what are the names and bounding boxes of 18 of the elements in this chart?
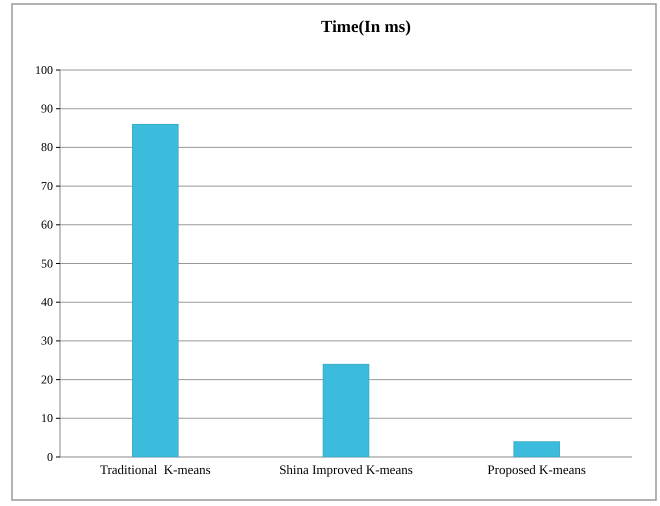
y-tick-label: 50 (41, 256, 53, 270)
bar (132, 124, 179, 458)
bar (322, 364, 370, 458)
y-tick-label: 60 (41, 218, 53, 232)
y-tick-label: 10 (41, 411, 53, 426)
y-tick-label: 40 (41, 295, 53, 310)
y-tick-label: 100 (35, 62, 53, 77)
y-tick-label: 0 (47, 450, 53, 464)
y-tick-label: 80 (41, 140, 53, 154)
y-tick-label: 20 (41, 372, 53, 386)
x-tick-label: Proposed K-means (487, 462, 586, 478)
x-tick-label: Shina Improved K-means (279, 462, 413, 478)
bar (513, 441, 560, 458)
chart-title: Time(In ms) (321, 17, 411, 36)
x-tick-label: Traditional K-means (100, 462, 211, 478)
y-tick-label: 90 (41, 102, 53, 116)
y-tick-label: 70 (41, 178, 53, 193)
y-tick-label: 30 (41, 334, 53, 348)
